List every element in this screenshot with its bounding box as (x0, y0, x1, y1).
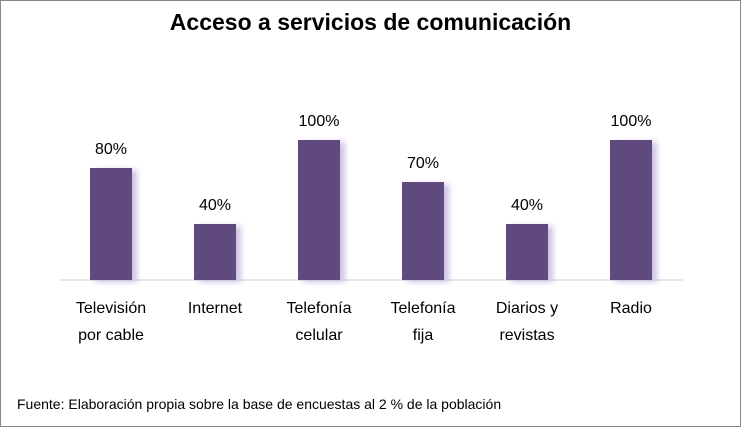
data-label: 80% (95, 141, 127, 158)
data-label: 100% (611, 113, 652, 130)
bar (194, 224, 236, 280)
category-label: Diarios y revistas (496, 300, 558, 344)
bar (298, 140, 340, 280)
category-label: Telefonía celular (287, 300, 352, 344)
data-label: 40% (511, 197, 543, 214)
data-label: 100% (299, 113, 340, 130)
bar-chart: 80% Televisión por cable 40% Internet 100% Tel… (59, 113, 683, 344)
bar (90, 168, 132, 280)
bar (610, 140, 652, 280)
bar (402, 182, 444, 280)
source-note: Fuente: Elaboración propia sobre la base… (17, 396, 502, 412)
category-label: Internet (188, 300, 243, 317)
category-label: Radio (610, 300, 652, 317)
data-label: 70% (407, 155, 439, 172)
chart-title: Acceso a servicios de comunicación (169, 9, 572, 35)
bar (506, 224, 548, 280)
data-label: 40% (199, 197, 231, 214)
category-label: Televisión por cable (76, 300, 146, 344)
category-label: Telefonía fija (391, 300, 456, 344)
